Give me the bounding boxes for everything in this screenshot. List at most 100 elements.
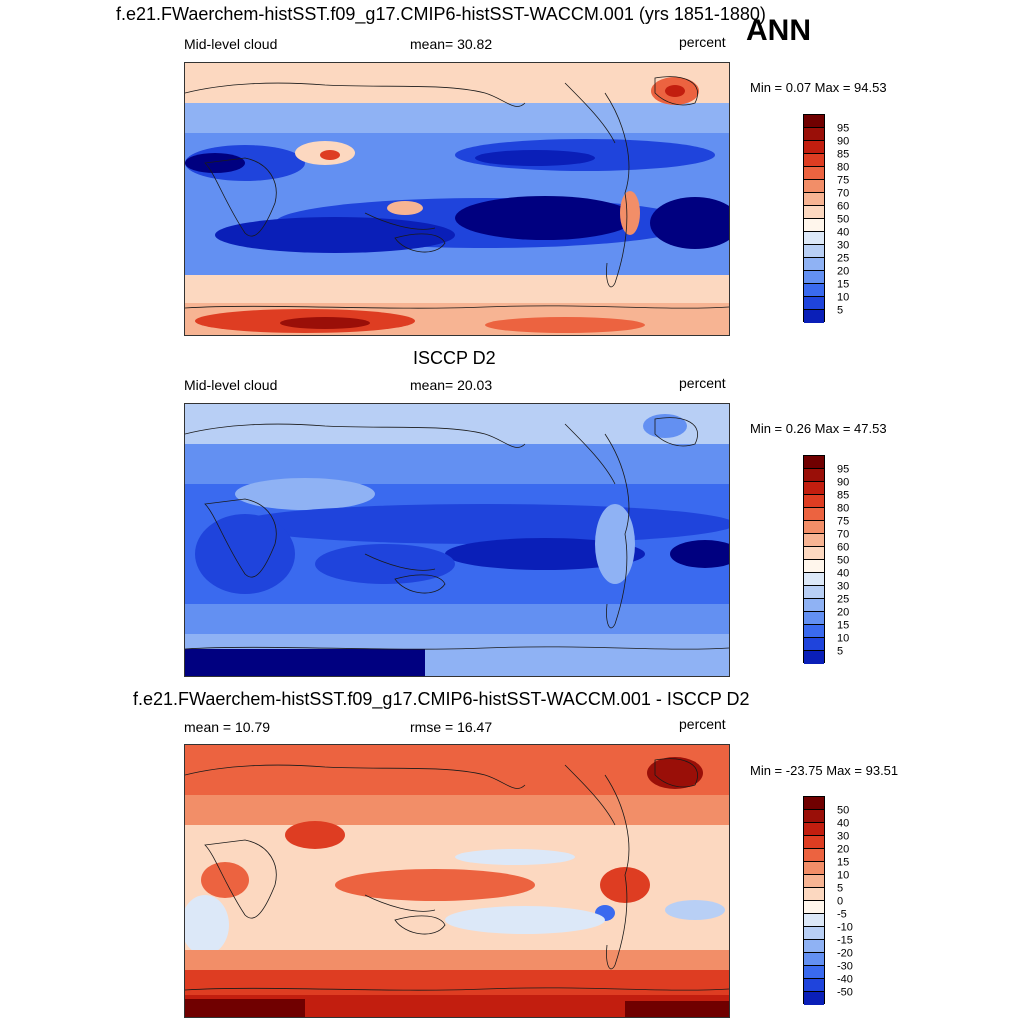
region-field	[670, 540, 729, 568]
colorbar-tick: 50	[837, 804, 850, 817]
colorbar-swatch	[804, 810, 824, 823]
colorbar-tick: 50	[837, 213, 850, 226]
colorbar-swatch	[804, 560, 824, 573]
colorbar-tick: 10	[837, 869, 850, 882]
colorbar-swatch	[804, 128, 824, 141]
region-field	[445, 538, 645, 570]
region-field	[485, 317, 645, 333]
colorbar-tick: -40	[837, 973, 853, 986]
colorbar-swatch	[804, 586, 824, 599]
panel3-colorbar: 50 40 30 20 15 10 5 0 -5 -10 -15 -20 -30…	[803, 796, 853, 1005]
panel1-map-svg	[185, 63, 729, 335]
coastlines	[185, 417, 729, 650]
colorbar-tick: -30	[837, 960, 853, 973]
coastline-path	[204, 498, 277, 578]
region-field	[650, 197, 729, 249]
panel2-map-svg	[185, 404, 729, 676]
region-field	[185, 153, 245, 173]
coastline-path	[564, 76, 698, 144]
panel2-colorbar: 95 90 85 80 75 70 60 50 40 30 25 20 15 1…	[803, 455, 849, 664]
panel1-mean-label: mean= 30.82	[410, 36, 493, 52]
coastline-path	[185, 423, 526, 448]
colorbar-tick: 50	[837, 554, 850, 567]
colorbar-tick: 90	[837, 135, 850, 148]
colorbar-tick: 30	[837, 580, 850, 593]
colorbar-tick: 30	[837, 830, 850, 843]
region-field	[475, 150, 595, 166]
colorbar-swatch	[804, 469, 824, 482]
coastline-path	[604, 774, 630, 970]
colorbar-swatch	[804, 953, 824, 966]
panel3-units-label: percent	[679, 716, 726, 732]
panel1-colorbar-swatches	[803, 114, 825, 323]
panel2-variable-label: Mid-level cloud	[184, 377, 278, 393]
colorbar-tick: 10	[837, 291, 850, 304]
colorbar-swatch	[804, 638, 824, 651]
colorbar-swatch	[804, 901, 824, 914]
colorbar-tick: 20	[837, 265, 850, 278]
colorbar-tick: 15	[837, 856, 850, 869]
colorbar-tick: 80	[837, 161, 850, 174]
colorbar-swatch	[804, 495, 824, 508]
nh-midlat-band	[185, 795, 729, 825]
region-field	[595, 504, 635, 584]
panel3-map	[184, 744, 730, 1018]
colorbar-swatch	[804, 206, 824, 219]
colorbar-tick: 15	[837, 278, 850, 291]
panel3-mean-label: mean = 10.79	[184, 719, 271, 735]
panel1-title: f.e21.FWaerchem-histSST.f09_g17.CMIP6-hi…	[116, 4, 766, 24]
colorbar-swatch	[804, 154, 824, 167]
panel3-map-svg	[185, 745, 729, 1017]
colorbar-tick: 0	[837, 895, 844, 908]
colorbar-swatch	[804, 940, 824, 953]
colorbar-swatch	[804, 547, 824, 560]
region-field	[445, 906, 605, 934]
coastline-path	[204, 157, 277, 237]
region-field	[285, 821, 345, 849]
colorbar-tick: 60	[837, 200, 850, 213]
colorbar-tick: 80	[837, 502, 850, 515]
colorbar-swatch	[804, 297, 824, 310]
coastline-path	[185, 305, 729, 309]
colorbar-swatch	[804, 914, 824, 927]
panel1-map	[184, 62, 730, 336]
coastline-path	[564, 758, 698, 826]
colorbar-swatch	[804, 284, 824, 297]
coastline-path	[364, 894, 446, 935]
colorbar-swatch	[804, 141, 824, 154]
colorbar-tick: 30	[837, 239, 850, 252]
panel1-minmax: Min = 0.07 Max = 94.53	[750, 80, 887, 95]
colorbar-swatch	[804, 180, 824, 193]
colorbar-swatch	[804, 992, 824, 1005]
nh-midlat-band	[185, 444, 729, 484]
colorbar-tick: -50	[837, 986, 853, 999]
colorbar-swatch	[804, 599, 824, 612]
colorbar-tick: -15	[837, 934, 853, 947]
region-field	[320, 150, 340, 160]
antarctic-core	[185, 995, 729, 1017]
panel3-rmse-label: rmse = 16.47	[410, 719, 493, 735]
region-field	[315, 544, 455, 584]
panel1-variable-label: Mid-level cloud	[184, 36, 278, 52]
region-field	[235, 504, 729, 544]
colorbar-swatch	[804, 167, 824, 180]
colorbar-swatch	[804, 310, 824, 323]
colorbar-swatch	[804, 979, 824, 992]
colorbar-swatch	[804, 534, 824, 547]
coastline-path	[185, 764, 526, 789]
colorbar-swatch	[804, 966, 824, 979]
colorbar-tick: -5	[837, 908, 847, 921]
colorbar-swatch	[804, 625, 824, 638]
colorbar-tick: 40	[837, 226, 850, 239]
coastline-path	[364, 212, 446, 253]
colorbar-swatch	[804, 612, 824, 625]
region-field	[280, 317, 370, 329]
region-field	[665, 85, 685, 97]
colorbar-swatch	[804, 245, 824, 258]
coastline-path	[185, 646, 729, 650]
region-field	[215, 217, 455, 253]
colorbar-swatch	[804, 862, 824, 875]
panel2-title: ISCCP D2	[413, 348, 496, 368]
colorbar-tick: 85	[837, 148, 850, 161]
panel2-minmax: Min = 0.26 Max = 47.53	[750, 421, 887, 436]
